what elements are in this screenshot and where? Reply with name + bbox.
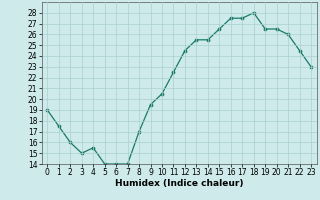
X-axis label: Humidex (Indice chaleur): Humidex (Indice chaleur)	[115, 179, 244, 188]
